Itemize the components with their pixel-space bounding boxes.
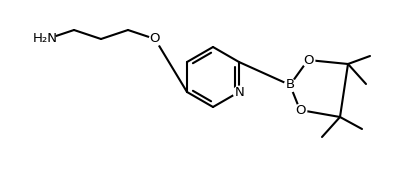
Text: H₂N: H₂N xyxy=(32,33,57,46)
Text: N: N xyxy=(235,86,245,100)
Text: O: O xyxy=(303,54,313,66)
Text: O: O xyxy=(150,33,160,46)
Text: O: O xyxy=(295,104,305,116)
Text: B: B xyxy=(286,78,295,92)
